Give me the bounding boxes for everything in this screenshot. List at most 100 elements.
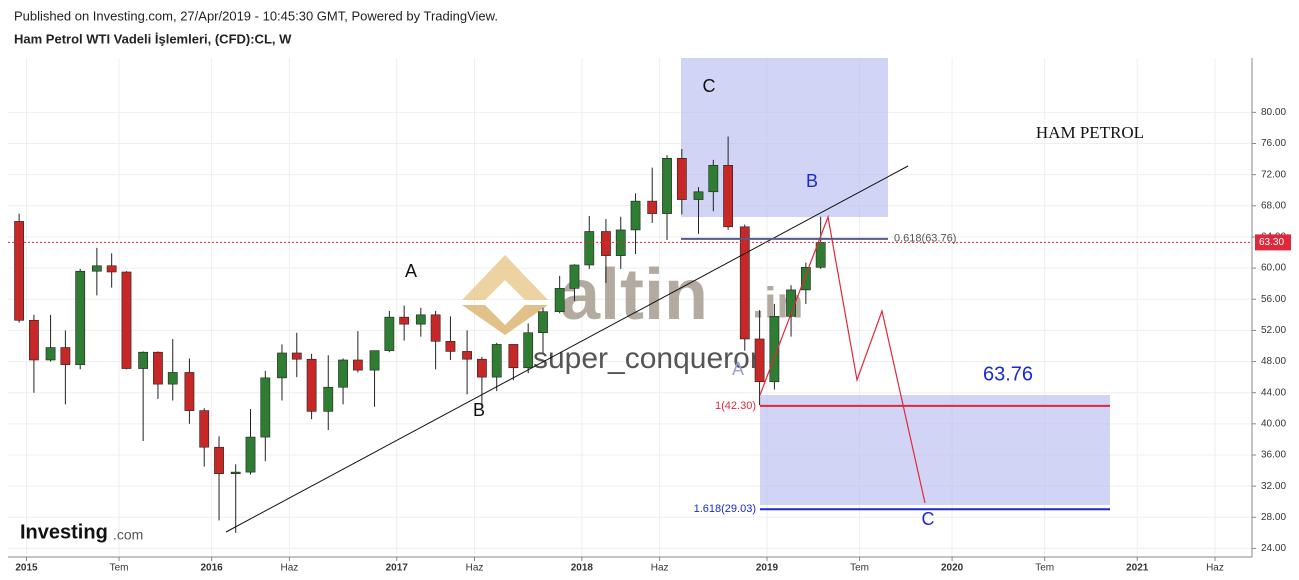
candle-body — [91, 265, 102, 272]
candle-body — [800, 267, 811, 291]
candle-body — [538, 311, 548, 334]
candle-body — [352, 359, 363, 371]
fib-label: 1(42.30) — [715, 400, 756, 412]
x-tick-label: 2016 — [201, 563, 224, 574]
candle-body — [384, 316, 395, 351]
y-tick-label: 44.00 — [1261, 387, 1286, 398]
candle-body — [676, 157, 687, 200]
candle-body — [477, 358, 487, 378]
candle-body — [14, 221, 24, 321]
x-tick-label: Tem — [1035, 563, 1054, 574]
candle-body — [184, 372, 195, 411]
candle-body — [138, 351, 149, 369]
candle-body — [723, 165, 734, 228]
candle-body — [739, 226, 750, 340]
x-tick-label: Haz — [280, 563, 298, 574]
logo-shape — [462, 255, 548, 300]
candle-body — [569, 264, 580, 289]
published-note: Published on Investing.com, 27/Apr/2019 … — [14, 8, 498, 23]
y-tick-label: 68.00 — [1261, 200, 1286, 211]
candle-body — [369, 350, 380, 371]
candle-body — [662, 157, 672, 214]
x-tick-label: 2017 — [386, 563, 409, 574]
candle-body — [754, 338, 765, 383]
candle-body — [769, 316, 780, 383]
trend-line — [225, 165, 909, 533]
candle-body — [523, 332, 534, 369]
candle-body — [230, 471, 241, 474]
x-tick-label: Haz — [1206, 563, 1224, 574]
candle-body — [260, 377, 271, 438]
candle-body — [630, 200, 641, 231]
candle-body — [338, 359, 348, 388]
y-tick-label: 24.00 — [1261, 543, 1286, 554]
candle-body — [245, 436, 256, 473]
annotation: 63.76 — [983, 363, 1033, 385]
candle-body — [693, 191, 704, 200]
x-tick-label: 2019 — [756, 563, 779, 574]
projection-path — [759, 214, 926, 504]
candle-body — [106, 265, 117, 273]
fib-label: 0.618(63.76) — [894, 233, 956, 245]
y-tick-label: 32.00 — [1261, 481, 1286, 492]
candle-body — [491, 344, 502, 378]
y-tick-label: 40.00 — [1261, 418, 1286, 429]
y-tick-label: 80.00 — [1261, 107, 1286, 118]
candle-body — [601, 231, 611, 256]
x-tick-label: 2020 — [941, 563, 964, 574]
candle-body — [214, 446, 224, 474]
candle-body — [415, 314, 426, 325]
y-tick-label: 28.00 — [1261, 512, 1286, 523]
candle-body — [277, 352, 287, 379]
x-tick-label: Haz — [651, 563, 669, 574]
annotation: HAM PETROL — [1036, 123, 1144, 142]
y-tick-label: 36.00 — [1261, 450, 1286, 461]
annotation: B — [806, 171, 818, 191]
y-tick-label: 76.00 — [1261, 138, 1286, 149]
x-tick-label: 2018 — [571, 563, 594, 574]
chart-title: Ham Petrol WTI Vadeli İşlemleri, (CFD):C… — [14, 31, 292, 46]
annotation: B — [473, 400, 485, 420]
candle-body — [323, 386, 334, 412]
last-price-label: 63.30 — [1259, 237, 1284, 248]
annotation: C — [703, 76, 716, 96]
y-tick-label: 56.00 — [1261, 294, 1286, 305]
candle-body — [647, 200, 658, 214]
target-box — [760, 395, 1110, 505]
x-tick-label: 2021 — [1126, 563, 1149, 574]
annotation: A — [732, 359, 744, 379]
candle-body — [291, 352, 302, 360]
candle-body — [306, 358, 317, 412]
y-tick-label: 72.00 — [1261, 169, 1286, 180]
candle-body — [167, 372, 178, 385]
candle-body — [45, 347, 56, 361]
candle-body — [153, 351, 163, 385]
annotation: A — [405, 261, 417, 281]
candle-body — [399, 316, 410, 325]
fib-label: 1.618(29.03) — [694, 503, 756, 515]
candle-body — [430, 314, 441, 342]
candle-body — [75, 270, 86, 365]
y-tick-label: 60.00 — [1261, 263, 1286, 274]
watermark-brand: altin — [560, 255, 708, 335]
candle-body — [60, 347, 71, 365]
x-tick-label: 2015 — [15, 563, 38, 574]
candle-body — [462, 351, 472, 360]
y-tick-label: 52.00 — [1261, 325, 1286, 336]
grid — [8, 58, 1252, 557]
candle-body — [121, 271, 132, 369]
watermark: altin .in — [462, 255, 803, 335]
last-price-box — [1255, 234, 1291, 251]
candle-body — [584, 231, 595, 266]
candle-body — [29, 319, 39, 361]
y-tick-label: 48.00 — [1261, 356, 1286, 367]
candle-body — [554, 288, 565, 313]
x-tick-label: Tem — [110, 563, 129, 574]
x-tick-label: Haz — [466, 563, 484, 574]
annotation: C — [922, 509, 935, 529]
logo-name: Investing — [20, 521, 108, 543]
candle-body — [445, 340, 456, 352]
logo-shape — [462, 305, 548, 335]
plot — [14, 136, 826, 533]
